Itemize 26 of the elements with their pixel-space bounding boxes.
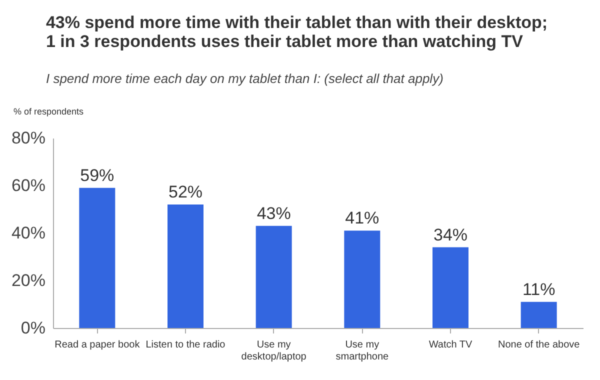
x-tick-label: None of the above xyxy=(498,340,580,350)
x-tick-label: Use my smartphone xyxy=(336,340,390,362)
x-tick-label: Watch TV xyxy=(428,340,472,350)
bar xyxy=(168,204,204,328)
x-tick-label: Read a paper book xyxy=(54,340,141,350)
data-label: 41% xyxy=(345,208,380,228)
data-label: 34% xyxy=(433,225,468,244)
chart-subtitle: I spend more time each day on my tablet than I: (select all that apply) xyxy=(46,71,444,86)
data-label: 59% xyxy=(80,166,114,185)
y-tick-label: 0% xyxy=(20,318,46,338)
x-tick-label: Use my desktop/laptop xyxy=(241,340,307,362)
bar xyxy=(79,188,116,328)
bar xyxy=(432,247,468,328)
data-label: 52% xyxy=(168,182,203,202)
y-tick-label: 60% xyxy=(11,176,46,195)
bar xyxy=(520,302,557,328)
y-tick-label: 20% xyxy=(11,271,46,290)
y-tick-label: 40% xyxy=(11,224,46,242)
bar xyxy=(344,230,380,328)
data-label: 11% xyxy=(522,280,556,299)
bar xyxy=(256,226,292,328)
data-label: 43% xyxy=(256,204,291,223)
x-tick-label: Listen to the radio xyxy=(146,340,226,350)
chart-title: 43% spend more time with their tablet than with their desktop; 1 in 3 respondents uses their tablet more than watching TV xyxy=(46,13,548,51)
y-axis-title: % of respondents xyxy=(14,106,84,116)
y-tick-label: 80% xyxy=(11,128,46,148)
